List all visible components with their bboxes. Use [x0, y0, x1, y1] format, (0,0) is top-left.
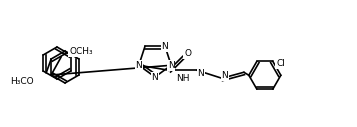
Text: N: N	[135, 61, 142, 70]
Text: O: O	[184, 49, 191, 58]
Text: N: N	[221, 71, 228, 80]
Text: Cl: Cl	[276, 59, 285, 68]
Text: OCH₃: OCH₃	[69, 47, 93, 57]
Text: N: N	[168, 61, 175, 70]
Text: N: N	[152, 73, 159, 82]
Text: N: N	[162, 42, 169, 51]
Text: NH: NH	[176, 74, 190, 83]
Text: N: N	[197, 69, 204, 78]
Text: H₃CO: H₃CO	[10, 76, 34, 85]
